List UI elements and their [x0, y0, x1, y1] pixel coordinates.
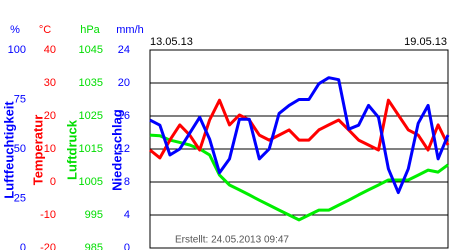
y-tick-label: 10 — [44, 143, 56, 155]
y-tick-label: 8 — [124, 176, 130, 188]
y-tick-label: 16 — [118, 110, 130, 122]
y-tick-label: 4 — [124, 209, 130, 221]
y-tick-label: 75 — [14, 93, 26, 105]
y-tick-label: 40 — [44, 44, 56, 56]
y-tick-label: 50 — [14, 143, 26, 155]
axis-title: Luftdruck — [64, 119, 79, 180]
y-tick-label: 20 — [118, 77, 130, 89]
axis-unit: hPa — [80, 24, 100, 36]
y-tick-label: 1035 — [79, 77, 103, 89]
end-date: 19.05.13 — [404, 36, 447, 48]
axis-title: Niederschlag — [109, 109, 124, 191]
y-tick-label: 0 — [124, 242, 130, 250]
axis-unit: % — [10, 24, 20, 36]
y-tick-label: 1015 — [79, 143, 103, 155]
series-line — [149, 98, 450, 160]
start-date: 13.05.13 — [150, 36, 193, 48]
axis-unit: mm/h — [116, 24, 144, 36]
axis-unit: °C — [39, 24, 51, 36]
y-tick-label: 100 — [8, 44, 26, 56]
y-tick-label: 1005 — [79, 176, 103, 188]
y-tick-label: -10 — [40, 209, 56, 221]
y-tick-label: 30 — [44, 77, 56, 89]
y-tick-label: 25 — [14, 192, 26, 204]
y-tick-label: -20 — [40, 242, 56, 250]
series-line — [149, 76, 450, 195]
y-tick-label: 985 — [85, 242, 103, 250]
y-tick-label: 24 — [118, 44, 130, 56]
y-tick-label: 0 — [20, 242, 26, 250]
y-tick-label: 1025 — [79, 110, 103, 122]
y-tick-label: 20 — [44, 110, 56, 122]
axis-title: Luftfeuchtigkeit — [1, 101, 16, 199]
axis-title: Temperatur — [30, 115, 45, 186]
y-tick-label: 0 — [50, 176, 56, 188]
footer: Erstellt: 24.05.2013 09:47 — [175, 235, 289, 246]
y-tick-label: 1045 — [79, 44, 103, 56]
y-tick-label: 995 — [85, 209, 103, 221]
y-tick-label: 12 — [118, 143, 130, 155]
